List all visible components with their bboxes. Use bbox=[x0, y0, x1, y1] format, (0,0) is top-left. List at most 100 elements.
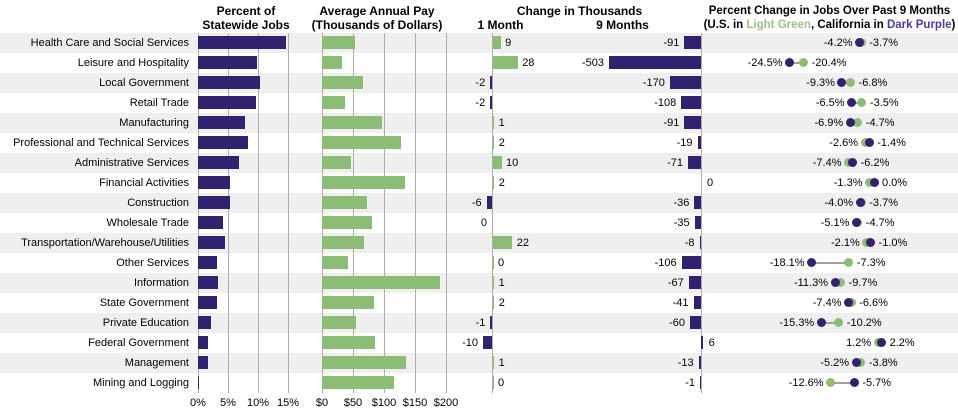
pay-cell bbox=[296, 33, 458, 53]
change-1month-header-text: 1 Month bbox=[477, 18, 524, 32]
pct-change-high-value: -6.2% bbox=[860, 157, 890, 169]
change-9mo-bar bbox=[690, 316, 701, 329]
change-9mo-value: -503 bbox=[581, 57, 604, 69]
pct-change-low-value: -2.1% bbox=[831, 237, 860, 249]
change-1mo-cell: -1 bbox=[458, 313, 562, 333]
pay-bar bbox=[322, 316, 357, 329]
change-1mo-bar bbox=[492, 296, 495, 309]
share-cell bbox=[196, 273, 296, 293]
pct-change-cell: -6.5% -3.5% bbox=[701, 93, 958, 113]
share-bar bbox=[198, 36, 287, 49]
change-9mo-bar bbox=[688, 276, 701, 289]
pct-change-cell: 6 1.2% 2.2% bbox=[701, 333, 958, 353]
change-1mo-bar bbox=[490, 96, 492, 109]
change-1mo-cell: 0 bbox=[458, 253, 562, 273]
change-1month-header: 1 Month bbox=[458, 18, 543, 32]
pct-change-high-value: -10.2% bbox=[846, 317, 882, 329]
change-9months-header-text: 9 Months bbox=[596, 18, 649, 32]
change-9mo-cell: -71 bbox=[562, 153, 701, 173]
us-dot bbox=[836, 278, 846, 287]
share-panel-title-line2: Statewide Jobs bbox=[202, 18, 290, 32]
change-9months-header: 9 Months bbox=[560, 18, 685, 32]
pct-change-low-value: -6.9% bbox=[814, 117, 844, 129]
pay-cell bbox=[296, 293, 458, 313]
california-dot bbox=[877, 338, 887, 347]
pay-cell bbox=[296, 53, 458, 73]
pay-bar bbox=[322, 216, 372, 229]
change-9mo-bar bbox=[681, 256, 701, 269]
pct-change-low-value: -9.3% bbox=[806, 77, 835, 89]
industry-label: Information bbox=[133, 277, 189, 289]
change-1mo-value: -6 bbox=[471, 197, 482, 209]
us-dot bbox=[857, 98, 867, 107]
pct-change-high-value: -9.7% bbox=[848, 277, 878, 289]
change-1mo-value: 0 bbox=[480, 217, 487, 229]
change-1mo-bar bbox=[492, 356, 495, 369]
share-cell bbox=[196, 173, 296, 193]
pay-cell bbox=[296, 93, 458, 113]
change-9mo-value: -71 bbox=[667, 157, 684, 169]
share-cell bbox=[196, 33, 296, 53]
change-1mo-cell: 0 bbox=[458, 213, 562, 233]
pct-change-cell: -12.6% -5.7% bbox=[701, 373, 958, 393]
industry-label: Administrative Services bbox=[74, 157, 189, 169]
pay-bar bbox=[322, 136, 402, 149]
pct-change-low-value: -1.3% bbox=[833, 177, 863, 189]
pct-change-low-value: -15.3% bbox=[779, 317, 815, 329]
change-9mo-cell: -60 bbox=[562, 313, 701, 333]
us-dot bbox=[834, 318, 844, 327]
california-dot bbox=[855, 38, 864, 47]
share-cell bbox=[196, 313, 296, 333]
change-1mo-value: 28 bbox=[522, 57, 535, 69]
change-9mo-bar bbox=[669, 76, 701, 89]
pct-change-cell: -4.0% -3.7% bbox=[701, 193, 958, 213]
change-1mo-value: 22 bbox=[516, 237, 530, 249]
us-dot bbox=[853, 118, 863, 127]
legend-close: ) bbox=[951, 19, 956, 31]
change-1mo-cell: 1 bbox=[458, 113, 562, 133]
pay-panel-title-line1: Average Annual Pay bbox=[319, 4, 435, 18]
share-axis-tick: 15% bbox=[276, 397, 300, 409]
share-cell bbox=[196, 113, 296, 133]
change-9mo-cell: -36 bbox=[562, 193, 701, 213]
share-bar bbox=[198, 296, 218, 309]
pct-change-cell: -9.3% -6.8% bbox=[701, 73, 958, 93]
change-1mo-cell: 10 bbox=[458, 153, 562, 173]
california-dot bbox=[855, 198, 865, 207]
industry-row: Construction -6 -36 -4.0% -3.7% bbox=[0, 193, 958, 213]
industry-row: Local Government -2 -170 -9.3% -6.8% bbox=[0, 73, 958, 93]
pct-change-low-value: -24.5% bbox=[747, 57, 783, 69]
pay-bar bbox=[322, 176, 406, 189]
change-9mo-bar bbox=[697, 136, 701, 149]
share-bar bbox=[198, 116, 245, 129]
pct-change-low-value: -2.6% bbox=[829, 137, 859, 149]
california-dot bbox=[851, 358, 861, 367]
pay-bar bbox=[322, 196, 367, 209]
share-bar bbox=[198, 236, 225, 249]
change-9mo-value: -91 bbox=[663, 117, 680, 129]
pct-change-high-value: -20.4% bbox=[811, 57, 847, 69]
california-dot bbox=[847, 98, 857, 107]
share-panel-title-line1: Percent of bbox=[216, 4, 276, 18]
pct-change-cell: -18.1% -7.3% bbox=[701, 253, 958, 273]
legend-mid: , California in bbox=[810, 19, 887, 31]
industry-label: Professional and Technical Services bbox=[13, 137, 189, 149]
change-9mo-cell: -108 bbox=[562, 93, 701, 113]
pay-bar bbox=[322, 356, 407, 369]
change-1mo-bar bbox=[492, 36, 501, 49]
pct-change-cell: -4.2% -3.7% bbox=[701, 33, 958, 53]
change-9mo-value: -106 bbox=[654, 257, 677, 269]
share-cell bbox=[196, 153, 296, 173]
share-bar bbox=[198, 256, 217, 269]
change-9mo-bar bbox=[698, 356, 701, 369]
pct-change-low-value: -7.4% bbox=[812, 297, 842, 309]
change-9mo-value: -36 bbox=[673, 197, 690, 209]
pay-axis-tick: $0 bbox=[315, 397, 329, 409]
pct-change-high-value: -3.8% bbox=[868, 357, 898, 369]
share-bar bbox=[198, 136, 248, 149]
pct-change-cell: -5.1% -4.7% bbox=[701, 213, 958, 233]
share-bar bbox=[198, 176, 230, 189]
share-cell bbox=[196, 373, 296, 393]
pct-change-high-value: -5.7% bbox=[862, 377, 892, 389]
pay-bar bbox=[322, 256, 349, 269]
